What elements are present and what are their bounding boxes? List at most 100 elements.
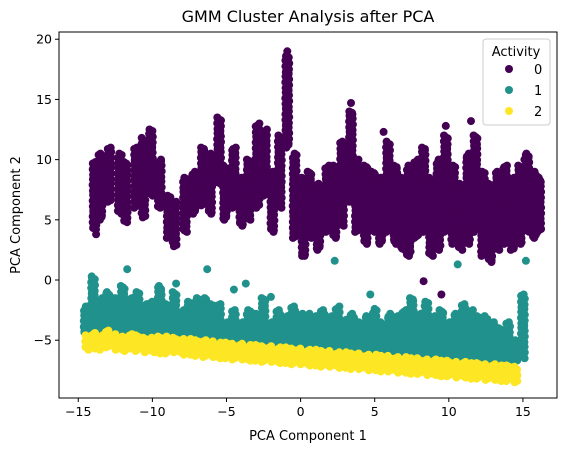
point-activity-1 xyxy=(203,265,212,274)
point-activity-0 xyxy=(213,113,222,122)
point-activity-0 xyxy=(219,161,228,170)
point-activity-1 xyxy=(348,309,357,318)
point-activity-2 xyxy=(169,333,178,342)
point-activity-0 xyxy=(467,117,475,126)
point-activity-1 xyxy=(216,300,225,309)
point-activity-1 xyxy=(168,288,177,297)
point-activity-1 xyxy=(472,312,481,321)
point-activity-0 xyxy=(190,167,199,176)
point-activity-0 xyxy=(242,155,251,164)
point-activity-0 xyxy=(418,143,426,152)
point-activity-0 xyxy=(437,290,446,299)
point-activity-2 xyxy=(191,336,200,345)
point-activity-0 xyxy=(484,179,493,188)
point-activity-1 xyxy=(460,300,469,309)
point-activity-0 xyxy=(96,149,105,158)
point-activity-0 xyxy=(534,173,543,182)
point-activity-0 xyxy=(157,155,165,164)
point-activity-1 xyxy=(274,306,283,315)
point-activity-1 xyxy=(435,306,444,315)
point-activity-1 xyxy=(266,292,275,301)
point-activity-0 xyxy=(180,173,189,182)
point-activity-0 xyxy=(303,167,312,176)
point-activity-1 xyxy=(102,288,111,297)
point-activity-1 xyxy=(354,318,363,327)
point-activity-0 xyxy=(382,137,391,146)
point-activity-0 xyxy=(172,197,181,206)
point-activity-1 xyxy=(229,285,238,294)
point-activity-0 xyxy=(338,137,347,146)
point-activity-0 xyxy=(297,173,306,182)
point-activity-1 xyxy=(366,290,375,299)
point-activity-0 xyxy=(255,119,264,128)
point-activity-0 xyxy=(106,143,115,152)
point-activity-0 xyxy=(441,121,450,130)
point-activity-0 xyxy=(290,149,299,158)
point-activity-0 xyxy=(274,131,283,140)
point-activity-0 xyxy=(354,155,363,164)
point-activity-1 xyxy=(305,309,314,318)
point-activity-0 xyxy=(367,167,376,176)
point-activity-1 xyxy=(244,306,253,315)
point-activity-0 xyxy=(379,127,388,136)
point-activity-0 xyxy=(145,125,154,134)
point-activity-0 xyxy=(262,125,271,134)
point-activity-0 xyxy=(197,143,206,152)
point-activity-1 xyxy=(155,282,163,290)
point-activity-2 xyxy=(221,338,230,347)
point-activity-0 xyxy=(119,158,128,166)
point-activity-1 xyxy=(257,294,266,303)
point-activity-0 xyxy=(440,131,448,140)
point-activity-1 xyxy=(406,294,414,303)
point-activity-1 xyxy=(123,265,132,274)
scatter-points xyxy=(79,47,546,387)
point-activity-0 xyxy=(345,107,354,116)
chart-title: GMM Cluster Analysis after PCA xyxy=(182,7,435,26)
point-activity-1 xyxy=(521,256,530,265)
point-activity-1 xyxy=(132,288,141,297)
point-activity-1 xyxy=(370,304,379,313)
point-activity-0 xyxy=(520,155,529,164)
point-activity-0 xyxy=(298,251,307,260)
point-activity-1 xyxy=(161,300,170,309)
point-activity-0 xyxy=(347,99,355,107)
point-activity-1 xyxy=(87,272,96,281)
point-activity-0 xyxy=(425,173,434,182)
point-activity-0 xyxy=(92,230,101,239)
point-activity-0 xyxy=(419,277,428,286)
point-activity-0 xyxy=(163,191,172,200)
point-activity-0 xyxy=(389,161,398,170)
point-activity-1 xyxy=(330,256,339,265)
point-activity-1 xyxy=(241,279,250,288)
point-activity-2 xyxy=(257,342,266,351)
point-activity-0 xyxy=(469,131,478,140)
point-activity-1 xyxy=(421,297,430,306)
point-activity-1 xyxy=(480,312,489,321)
point-activity-1 xyxy=(319,306,328,315)
point-activity-0 xyxy=(329,161,338,170)
point-activity-0 xyxy=(514,161,523,170)
point-activity-2 xyxy=(153,332,162,341)
point-activity-1 xyxy=(116,282,125,290)
point-activity-0 xyxy=(478,167,487,176)
point-activity-0 xyxy=(231,143,240,152)
point-activity-1 xyxy=(183,297,192,306)
point-activity-1 xyxy=(519,290,528,299)
series-0 xyxy=(88,47,546,299)
point-activity-0 xyxy=(448,161,457,170)
point-activity-1 xyxy=(206,300,215,309)
point-activity-2 xyxy=(131,331,140,340)
point-activity-0 xyxy=(115,149,124,158)
point-activity-1 xyxy=(290,302,298,311)
point-activity-0 xyxy=(206,149,215,158)
point-activity-0 xyxy=(137,133,146,142)
point-activity-0 xyxy=(283,47,292,56)
point-activity-1 xyxy=(335,302,344,311)
point-activity-1 xyxy=(504,318,513,327)
point-activity-1 xyxy=(376,318,385,327)
point-activity-0 xyxy=(314,179,323,188)
point-activity-1 xyxy=(200,294,209,303)
point-activity-2 xyxy=(228,339,237,348)
point-activity-1 xyxy=(453,260,462,269)
